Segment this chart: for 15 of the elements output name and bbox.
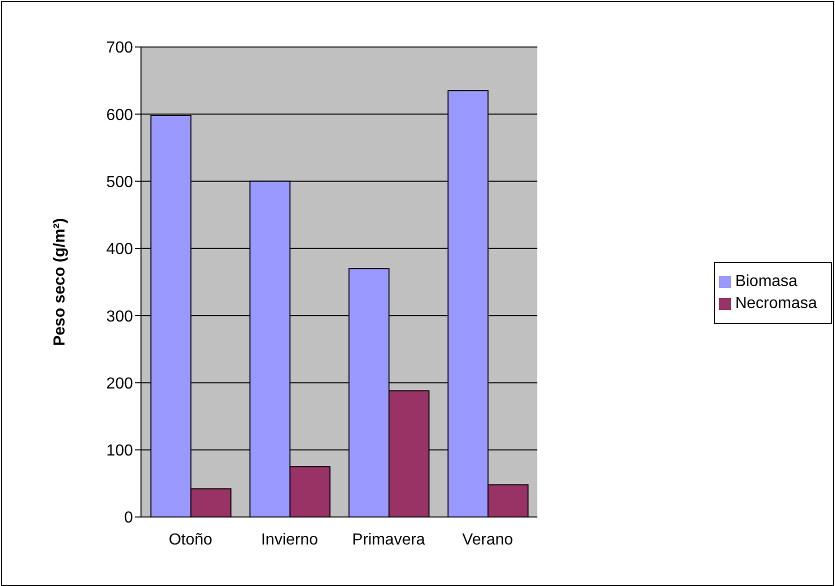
- y-tick-label: 400: [106, 241, 134, 258]
- legend-label: Necromasa: [735, 295, 817, 312]
- x-tick-label: Otoño: [168, 531, 212, 548]
- x-tick-label: Primavera: [352, 531, 426, 548]
- y-tick-label: 700: [106, 40, 134, 57]
- y-tick-label: 300: [106, 308, 134, 326]
- y-tick-label: 200: [106, 375, 134, 392]
- x-tick-label: Invierno: [261, 531, 318, 548]
- y-tick-label: 100: [106, 442, 134, 460]
- x-tick-label: Verano: [462, 531, 514, 548]
- legend-label: Biomasa: [735, 273, 798, 290]
- y-axis-title: Peso seco (g/m²): [52, 218, 69, 346]
- y-tick-label: 0: [124, 510, 134, 527]
- y-tick-label: 500: [106, 174, 134, 191]
- y-tick-label: 600: [106, 106, 134, 124]
